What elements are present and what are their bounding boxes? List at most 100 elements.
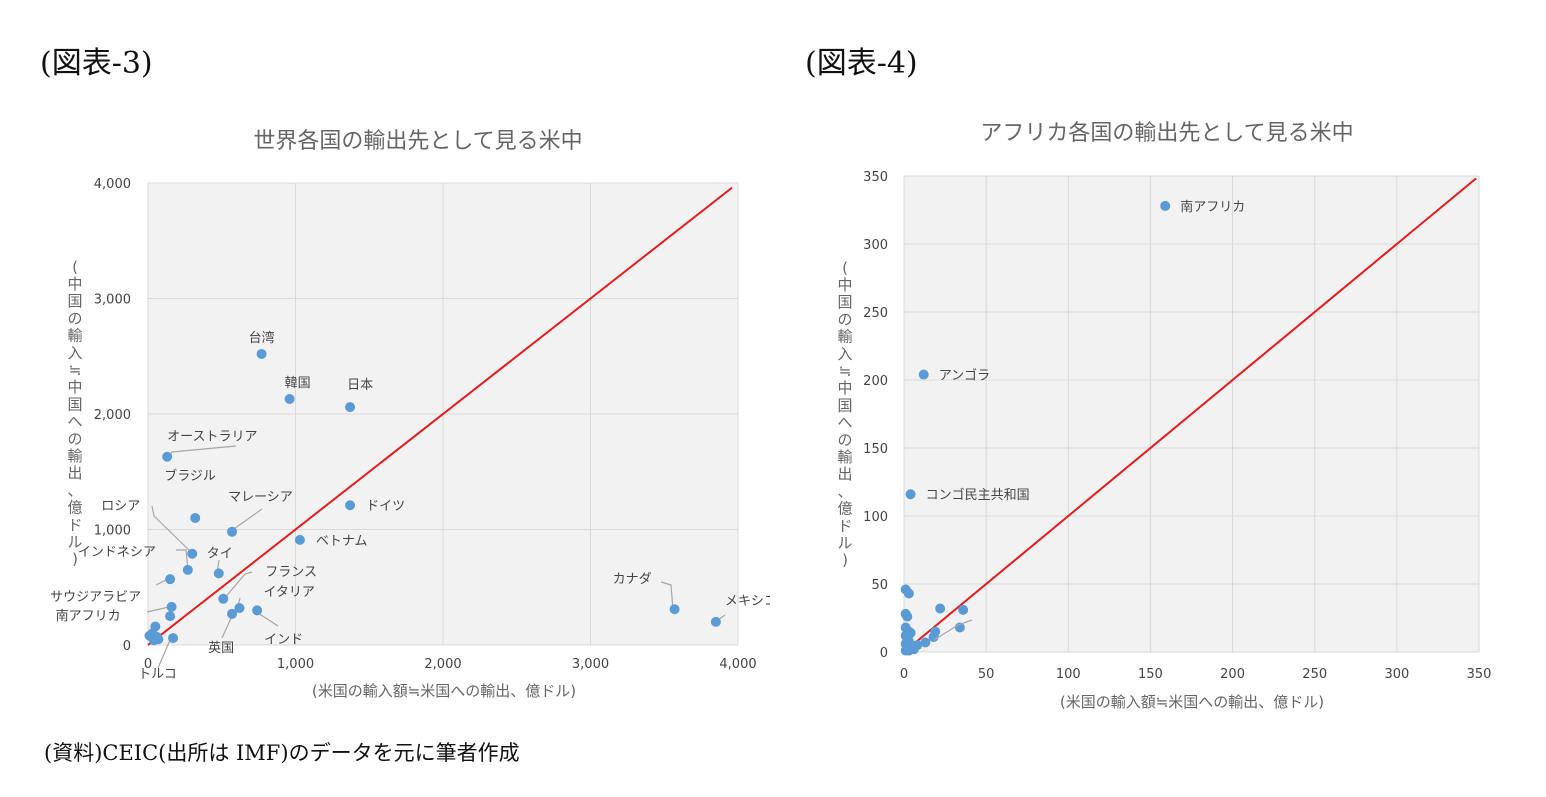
figure-3-label: (図表-3) (40, 46, 153, 81)
leader-line (230, 508, 263, 532)
data-label: メキシコ (725, 594, 770, 609)
source-note: (資料)CEIC(出所は IMF)のデータを元に筆者作成 (44, 741, 520, 765)
x-tick-label: 2,000 (424, 657, 461, 672)
y-axis-label: (中国の輸入≒中国への輸出、億ドル) (837, 259, 852, 569)
chart-world: 0 1,000 2,000 3,000 4,000 0 1,000 2,000 3,000 4,0… (50, 129, 770, 700)
x-tick-label: 250 (1302, 667, 1327, 682)
data-label: 日本 (347, 378, 373, 393)
data-point (345, 500, 356, 511)
y-tick-label: 0 (123, 639, 131, 654)
data-point (218, 593, 229, 604)
leader-line (933, 619, 973, 641)
data-point (905, 627, 916, 638)
x-tick-label: 0 (144, 657, 152, 672)
data-label: インド (264, 632, 303, 647)
data-label: オーストラリア (167, 430, 257, 445)
data-point (227, 526, 238, 537)
data-point (234, 603, 245, 614)
leader-line (221, 615, 233, 639)
data-label: アンゴラ (939, 368, 990, 384)
data-point (190, 512, 201, 523)
data-label: 英国 (208, 641, 234, 656)
data-point (928, 632, 939, 643)
data-point (294, 534, 305, 545)
chart-africa: 0 50 100 150 200 250 300 350 0 50 100 150 200 250 300 3… (837, 121, 1491, 711)
data-label: タイ (207, 546, 233, 561)
y-tick-label: 4,000 (94, 177, 131, 192)
y-axis-label: (中国の輸入≒中国への輸出、億ドル) (67, 258, 82, 568)
reference-line (147, 186, 733, 646)
y-tick-label: 100 (863, 510, 888, 525)
data-label: コンゴ民主共和国 (926, 487, 1030, 503)
x-tick-label: 1,000 (277, 657, 314, 672)
data-label: 韓国 (285, 376, 311, 391)
chart-title: 世界各国の輸出先として見る米中 (253, 129, 582, 154)
data-label: ベトナム (316, 534, 368, 549)
data-label: マレーシア (228, 490, 293, 505)
leader-line (176, 549, 189, 571)
y-tick-label: 50 (871, 578, 888, 593)
y-tick-label: 150 (863, 442, 888, 457)
x-tick-label: 50 (978, 667, 995, 682)
data-point (958, 604, 969, 615)
y-tick-label: 200 (863, 374, 888, 389)
data-point (284, 393, 295, 404)
leader-line (222, 571, 253, 601)
data-point (905, 489, 916, 500)
y-tick-label: 0 (880, 646, 888, 661)
y-tick-label: 2,000 (94, 408, 131, 423)
leader-line (157, 639, 171, 669)
x-axis-label: (米国の輸入額≒米国への輸出、億ドル) (312, 682, 576, 700)
data-point (187, 548, 198, 559)
data-point (182, 564, 193, 575)
data-point (256, 348, 267, 359)
data-point (162, 451, 173, 462)
figure-4-label: (図表-4) (805, 46, 918, 81)
data-point (669, 604, 680, 615)
data-label: ロシア (101, 499, 140, 514)
x-tick-label: 150 (1138, 667, 1163, 682)
data-point (920, 637, 931, 648)
data-point (165, 611, 176, 622)
leader-line (151, 505, 193, 554)
data-point (903, 588, 914, 599)
data-label: トルコ (138, 667, 177, 682)
data-point (918, 369, 929, 380)
data-point (165, 574, 176, 585)
data-point (935, 603, 946, 614)
x-tick-label: 200 (1220, 667, 1245, 682)
data-point (345, 402, 356, 413)
data-point (227, 608, 238, 619)
data-point (908, 644, 919, 655)
data-point (252, 605, 263, 616)
data-point (710, 616, 721, 627)
x-tick-label: 3,000 (572, 657, 609, 672)
leader-line (146, 606, 170, 613)
data-label: フランス (265, 565, 317, 580)
y-tick-label: 350 (863, 170, 888, 185)
y-tick-label: 300 (863, 238, 888, 253)
data-point (168, 633, 179, 644)
y-tick-label: 1,000 (94, 524, 131, 539)
leader-line (257, 612, 279, 627)
data-point (900, 645, 911, 656)
data-point (153, 634, 164, 645)
data-label: 南アフリカ (1180, 199, 1245, 215)
data-label: 台湾 (249, 330, 275, 346)
data-label: カナダ (613, 572, 652, 587)
x-tick-label: 100 (1056, 667, 1081, 682)
data-label: イタリア (263, 585, 314, 600)
x-tick-label: 0 (900, 667, 908, 682)
leader-line (660, 581, 674, 611)
data-point (213, 568, 224, 579)
data-label: ドイツ (366, 499, 405, 514)
data-point (166, 601, 177, 612)
y-tick-label: 3,000 (94, 293, 131, 308)
data-label: サウジアラビア (50, 590, 141, 605)
data-label: インドネシア (78, 545, 156, 560)
reference-line (903, 177, 1477, 653)
x-tick-label: 4,000 (719, 657, 756, 672)
x-axis-label: (米国の輸入額≒米国への輸出、億ドル) (1060, 693, 1324, 711)
data-label: ブラジル (164, 468, 216, 484)
x-tick-label: 300 (1384, 667, 1409, 682)
